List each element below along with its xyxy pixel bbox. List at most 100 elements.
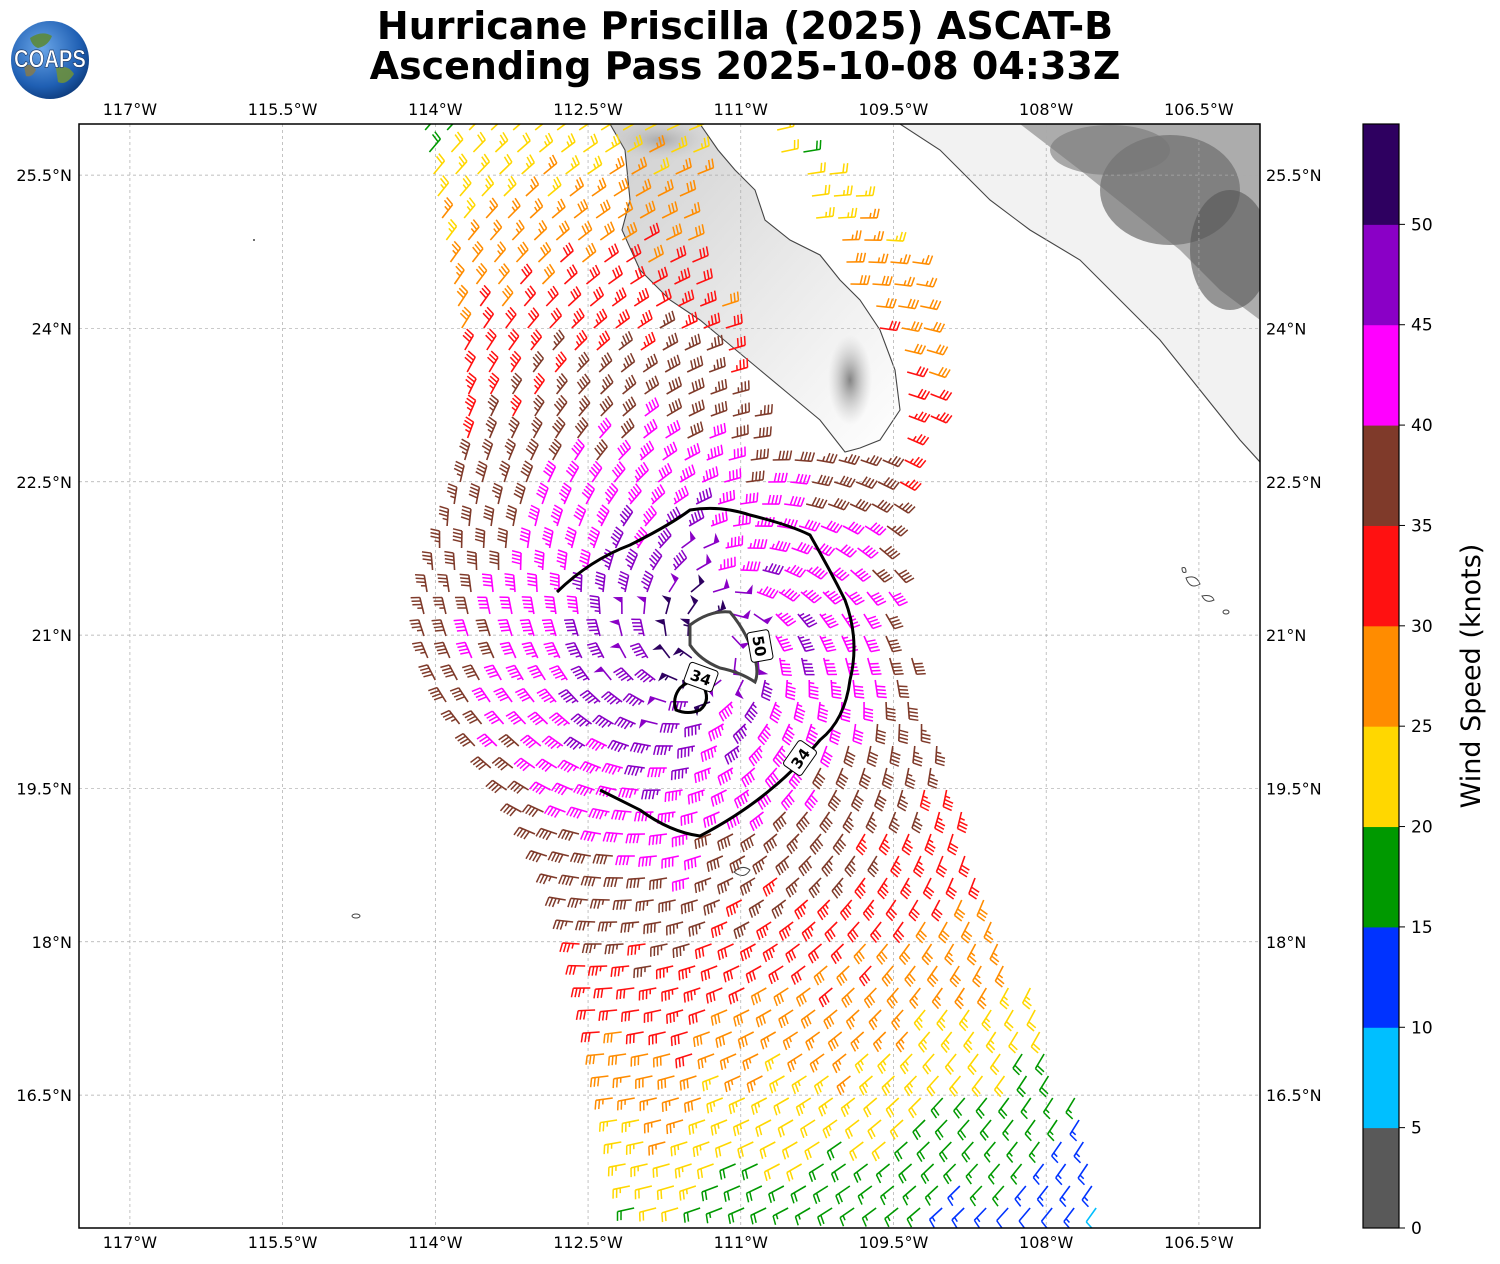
contour-label-50: 50 xyxy=(746,629,774,663)
wind-barb xyxy=(559,942,580,953)
wind-barb xyxy=(896,679,910,698)
wind-barb xyxy=(440,664,458,681)
wind-barb xyxy=(483,505,495,527)
wind-barb xyxy=(499,803,522,817)
wind-barb xyxy=(597,921,618,932)
wind-barb xyxy=(474,527,486,549)
wind-barb xyxy=(732,723,748,745)
wind-barb xyxy=(894,276,916,287)
wind-barb xyxy=(875,1163,891,1184)
wind-barb xyxy=(710,1009,728,1026)
wind-barb xyxy=(729,855,746,874)
lat-tick-right-4: 19.5°N xyxy=(1266,779,1322,798)
lat-tick-right-5: 18°N xyxy=(1266,933,1306,952)
globe-icon xyxy=(11,21,89,99)
colorbar-tick-8: 40 xyxy=(1411,416,1433,436)
wind-barb xyxy=(884,1207,899,1228)
wind-barb xyxy=(791,541,814,555)
wind-barb xyxy=(550,782,573,796)
colorbar-tick-6: 30 xyxy=(1411,617,1433,637)
wind-barb xyxy=(719,1053,737,1071)
wind-barb xyxy=(993,1075,1006,1098)
wind-barb xyxy=(658,899,676,913)
wind-barb xyxy=(696,553,712,571)
colorbar-segment-4 xyxy=(1363,726,1399,828)
wind-barb xyxy=(654,619,667,637)
wind-barb xyxy=(881,1075,896,1096)
wind-barb xyxy=(661,855,679,869)
wind-barb xyxy=(748,745,763,767)
wind-barb xyxy=(504,573,516,593)
wind-barb xyxy=(657,462,673,483)
wind-barb xyxy=(891,1009,904,1031)
title-line-2: Ascending Pass 2025-10-08 04:33Z xyxy=(369,44,1121,88)
wind-barb xyxy=(750,448,770,461)
wind-barb xyxy=(694,943,712,960)
wind-barb xyxy=(701,466,719,483)
wind-barb xyxy=(760,1031,777,1050)
wind-barb xyxy=(611,287,627,307)
wind-barb xyxy=(615,987,635,1000)
wind-barb xyxy=(609,642,627,659)
wind-barb xyxy=(608,265,623,285)
wind-barb xyxy=(953,899,966,922)
wind-barb xyxy=(763,833,778,854)
wind-barb xyxy=(744,701,758,724)
wind-barb xyxy=(491,482,503,505)
wind-barb xyxy=(652,1053,671,1068)
wind-barb xyxy=(489,550,500,571)
wind-barb xyxy=(841,635,859,653)
lon-tick-bottom-0: 117°W xyxy=(103,1233,158,1252)
wind-barb xyxy=(850,1031,865,1052)
wind-barb xyxy=(996,1207,1009,1228)
wind-barb xyxy=(813,965,828,986)
lat-tick-left-6: 16.5°N xyxy=(16,1086,72,1105)
wind-barb xyxy=(462,416,475,439)
wind-barb xyxy=(969,1185,983,1207)
wind-barb xyxy=(598,1119,618,1132)
wind-barb xyxy=(842,521,865,535)
wind-barb xyxy=(678,1185,697,1201)
wind-barb xyxy=(920,723,931,744)
wind-barb xyxy=(931,899,943,922)
wind-barb xyxy=(1073,1141,1084,1164)
wind-barb xyxy=(612,899,632,911)
wind-barb xyxy=(510,394,522,417)
wind-barb xyxy=(961,1141,974,1163)
wind-barb xyxy=(688,1009,706,1025)
wind-barb xyxy=(535,873,558,885)
wind-barb xyxy=(882,455,905,468)
wind-barb xyxy=(710,921,728,938)
wind-barb xyxy=(625,1031,644,1045)
wind-barb xyxy=(777,1119,794,1138)
wind-barb xyxy=(903,1075,918,1097)
wind-barb xyxy=(487,350,499,373)
wind-barb xyxy=(454,596,469,615)
wind-barb xyxy=(1085,1207,1097,1228)
lat-tick-left-2: 22.5°N xyxy=(16,473,72,492)
wind-barb xyxy=(784,564,807,578)
wind-barb xyxy=(625,1141,644,1155)
wind-barb xyxy=(909,987,921,1009)
wind-barb xyxy=(794,451,816,463)
wind-barb xyxy=(772,811,787,833)
wind-barb xyxy=(786,833,800,855)
wind-barb xyxy=(692,1031,710,1048)
wind-barb xyxy=(701,1075,719,1092)
wind-barb xyxy=(812,767,826,790)
wind-barb xyxy=(718,556,736,571)
wind-barb xyxy=(671,833,690,848)
wind-barb xyxy=(692,1141,710,1158)
lat-tick-right-1: 24°N xyxy=(1266,319,1306,338)
wind-barb xyxy=(446,483,458,505)
wind-barb xyxy=(618,787,639,799)
wind-barb xyxy=(665,921,684,936)
wind-barb xyxy=(508,416,520,439)
wind-barb xyxy=(598,1009,618,1021)
wind-barb xyxy=(808,679,819,700)
wind-barb xyxy=(453,262,465,285)
wind-barb xyxy=(1020,1097,1032,1120)
wind-barb xyxy=(975,1097,988,1119)
wind-barb xyxy=(912,855,925,878)
wind-barb xyxy=(694,877,712,894)
